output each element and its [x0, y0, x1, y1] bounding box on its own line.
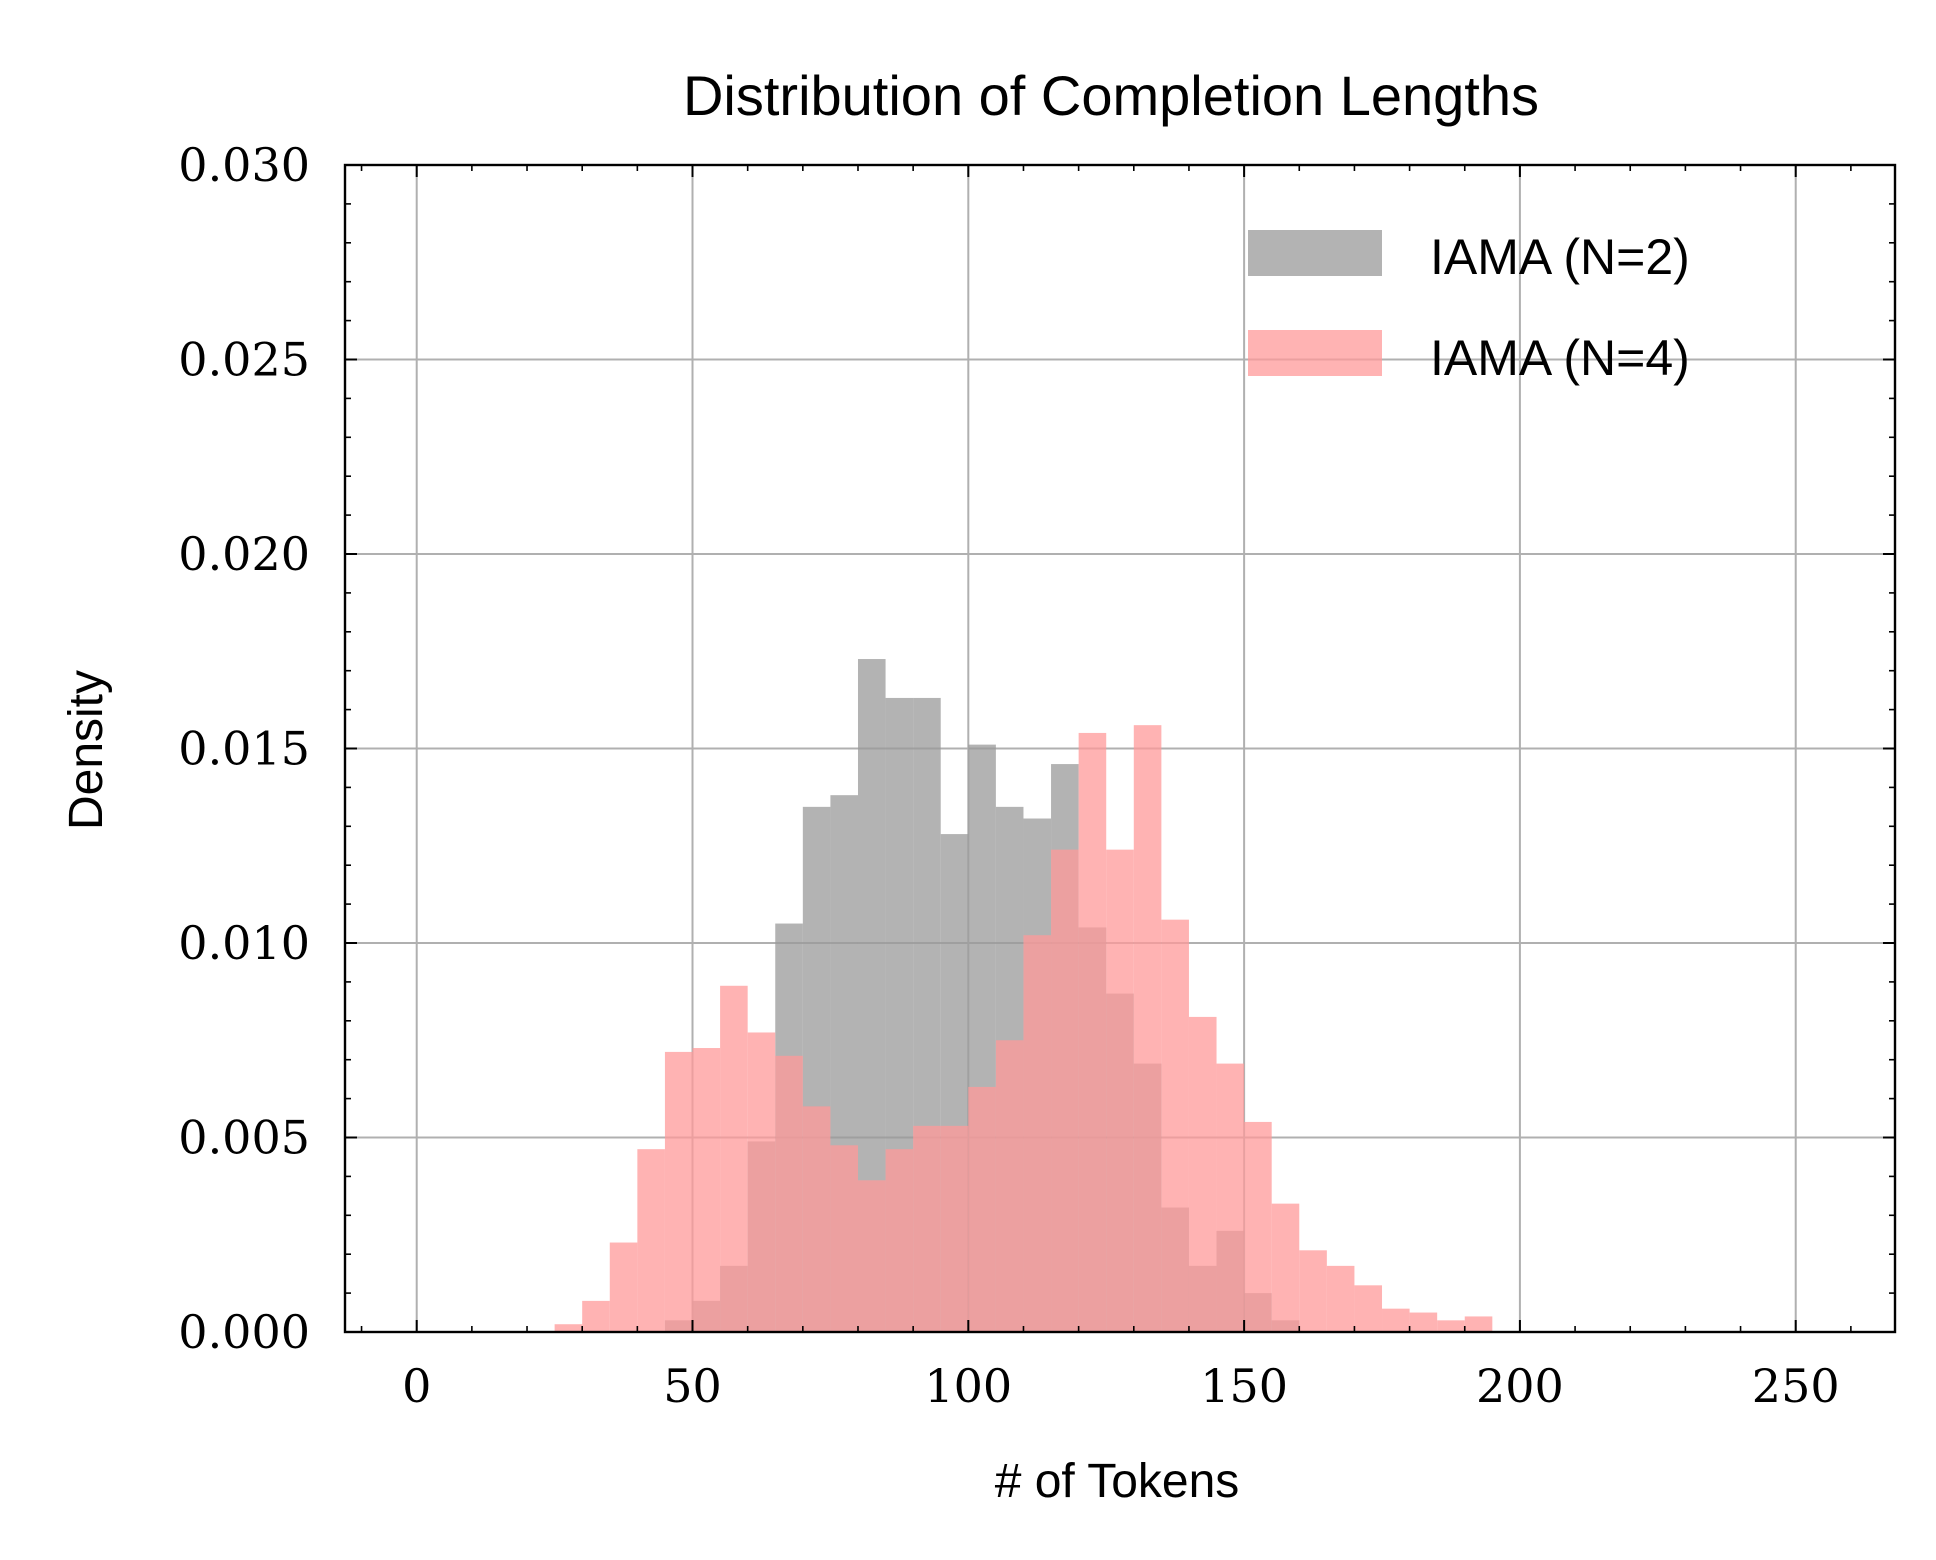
bar-series2-bin-90: [913, 1125, 941, 1332]
histogram-bars: [554, 659, 1493, 1332]
bar-series2-bin-30: [582, 1300, 610, 1332]
legend-swatch-iama-n4: [1248, 330, 1382, 376]
x-tick-label-2: 100: [924, 1359, 1012, 1413]
y-tick-label-2: 0.010: [178, 916, 310, 970]
bar-series2-bin-160: [1299, 1250, 1327, 1332]
bar-series2-bin-75: [830, 1145, 858, 1332]
legend-label-iama-n4: IAMA (N=4): [1430, 330, 1690, 386]
x-tick-label-4: 200: [1476, 1359, 1564, 1413]
bar-series2-bin-165: [1326, 1265, 1355, 1332]
bar-series2-bin-45: [664, 1051, 693, 1332]
bar-series2-bin-120: [1078, 732, 1107, 1332]
x-tick-label-1: 50: [663, 1359, 722, 1413]
bar-series2-bin-170: [1354, 1285, 1383, 1332]
y-tick-label-6: 0.030: [178, 138, 310, 192]
bar-series2-bin-50: [692, 1048, 721, 1332]
bar-series2-bin-135: [1161, 919, 1189, 1332]
bar-series2-bin-190: [1464, 1316, 1493, 1332]
bar-series2-bin-95: [940, 1125, 969, 1332]
bar-series2-bin-100: [968, 1086, 996, 1332]
bar-series2-bin-145: [1216, 1063, 1245, 1332]
bar-series2-bin-25: [554, 1324, 583, 1332]
x-tick-label-3: 150: [1200, 1359, 1288, 1413]
chart-title: Distribution of Completion Lengths: [683, 64, 1539, 127]
bar-series2-bin-85: [885, 1149, 914, 1332]
y-tick-label-0: 0.000: [178, 1305, 310, 1359]
y-tick-label-5: 0.025: [178, 333, 310, 387]
bar-series2-bin-105: [995, 1040, 1024, 1332]
bar-series2-bin-55: [720, 985, 748, 1332]
bar-series2-bin-60: [747, 1032, 776, 1332]
bar-series2-bin-185: [1437, 1320, 1465, 1332]
bar-series2-bin-175: [1382, 1308, 1410, 1332]
plot-frame: [343, 163, 1897, 1334]
x-tick-label-0: 0: [402, 1359, 431, 1413]
x-tick-label-5: 250: [1752, 1359, 1840, 1413]
y-axis-label: Density: [60, 670, 113, 830]
legend: IAMA (N=2) IAMA (N=4): [1248, 229, 1690, 386]
legend-swatch-iama-n2: [1248, 230, 1382, 276]
bar-series2-bin-150: [1244, 1121, 1272, 1332]
bar-series2-bin-40: [637, 1149, 665, 1332]
legend-label-iama-n2: IAMA (N=2): [1430, 229, 1690, 285]
tick-labels: 0 50 100 150 200 250 0.000 0.005 0.010 0.015 0.020…: [178, 138, 1839, 1413]
bar-series2-bin-180: [1409, 1312, 1438, 1332]
bar-series2-bin-155: [1271, 1203, 1300, 1332]
bar-series2-bin-115: [1051, 849, 1079, 1332]
y-tick-label-3: 0.015: [178, 722, 310, 776]
bar-series2-bin-125: [1106, 849, 1134, 1332]
bar-series2-bin-35: [609, 1242, 638, 1332]
bar-series2-bin-110: [1023, 935, 1052, 1332]
bar-series2-bin-130: [1133, 725, 1162, 1332]
bar-series2-bin-70: [802, 1106, 831, 1332]
y-tick-label-4: 0.020: [178, 527, 310, 581]
bar-series2-bin-65: [775, 1055, 803, 1332]
y-tick-label-1: 0.005: [178, 1111, 310, 1165]
x-axis-label: # of Tokens: [995, 1455, 1240, 1508]
bar-series2-bin-140: [1188, 1016, 1217, 1332]
bar-series2-bin-80: [857, 1180, 886, 1332]
